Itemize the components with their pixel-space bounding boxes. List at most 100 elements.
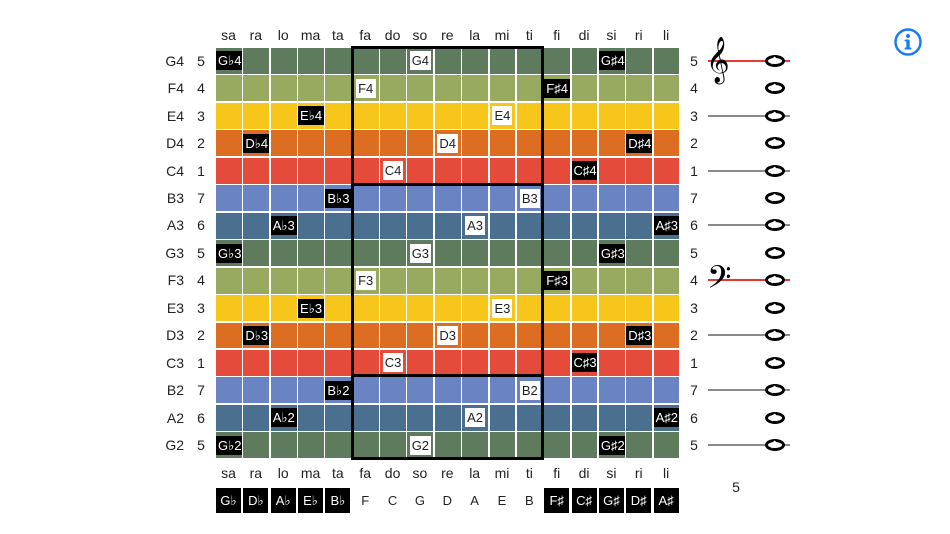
- grid-cell[interactable]: [625, 348, 654, 377]
- grid-cell[interactable]: [570, 129, 599, 158]
- grid-cell[interactable]: E♭3: [297, 294, 325, 322]
- grid-cell[interactable]: [652, 266, 681, 295]
- grid-cell[interactable]: [406, 74, 435, 103]
- grid-cell[interactable]: [461, 294, 489, 322]
- grid-cell[interactable]: [461, 156, 489, 185]
- grid-cell[interactable]: [543, 376, 572, 405]
- grid-cell[interactable]: [515, 266, 544, 295]
- grid-cell[interactable]: [570, 294, 599, 322]
- grid-cell[interactable]: [461, 348, 489, 377]
- grid-cell[interactable]: [597, 294, 626, 322]
- grid-cell[interactable]: [406, 156, 435, 185]
- grid-cell[interactable]: [652, 129, 681, 158]
- grid-cell[interactable]: [242, 156, 271, 185]
- key-natural-box[interactable]: B: [515, 487, 543, 514]
- grid-cell[interactable]: E4: [488, 101, 517, 130]
- key-natural-box[interactable]: G: [406, 487, 434, 514]
- grid-cell[interactable]: [406, 101, 435, 130]
- grid-cell[interactable]: [625, 101, 654, 130]
- grid-cell[interactable]: D♯4: [625, 129, 654, 158]
- grid-cell[interactable]: [406, 321, 435, 350]
- grid-cell[interactable]: [433, 376, 462, 405]
- grid-cell[interactable]: [515, 294, 544, 322]
- grid-cell[interactable]: [433, 211, 462, 240]
- grid-cell[interactable]: [351, 431, 380, 460]
- grid-cell[interactable]: [242, 266, 271, 295]
- grid-cell[interactable]: [515, 47, 544, 75]
- grid-cell[interactable]: [488, 129, 517, 158]
- grid-cell[interactable]: [406, 403, 435, 432]
- grid-cell[interactable]: [488, 184, 517, 213]
- grid-cell[interactable]: [324, 156, 353, 185]
- note-grid[interactable]: G♭4 G4 G♯4 F4 F♯4 E♭4 E4 D♭4 D4 D♯4 C4 C♯4 B♭3 B3 A♭3 A…: [215, 46, 681, 460]
- grid-cell[interactable]: C♯4: [570, 156, 599, 185]
- grid-cell[interactable]: [215, 129, 243, 158]
- grid-cell[interactable]: [324, 266, 353, 295]
- grid-cell[interactable]: [433, 74, 462, 103]
- grid-cell[interactable]: [543, 101, 572, 130]
- grid-cell[interactable]: [433, 239, 462, 268]
- grid-cell[interactable]: G♯3: [597, 239, 626, 268]
- grid-cell[interactable]: [488, 74, 517, 103]
- grid-cell[interactable]: [242, 294, 271, 322]
- key-natural-box[interactable]: A: [461, 487, 489, 514]
- grid-cell[interactable]: [297, 129, 325, 158]
- grid-cell[interactable]: [461, 129, 489, 158]
- grid-cell[interactable]: A2: [461, 403, 489, 432]
- key-accidental-box[interactable]: G♯: [597, 487, 625, 514]
- grid-cell[interactable]: [406, 376, 435, 405]
- grid-cell[interactable]: [570, 321, 599, 350]
- grid-cell[interactable]: [269, 184, 298, 213]
- grid-cell[interactable]: [652, 321, 681, 350]
- grid-cell[interactable]: [488, 348, 517, 377]
- grid-cell[interactable]: [351, 294, 380, 322]
- grid-cell[interactable]: [242, 348, 271, 377]
- grid-cell[interactable]: [324, 211, 353, 240]
- grid-cell[interactable]: [515, 129, 544, 158]
- grid-cell[interactable]: [379, 431, 407, 460]
- grid-cell[interactable]: [625, 376, 654, 405]
- grid-cell[interactable]: [570, 431, 599, 460]
- grid-cell[interactable]: [515, 74, 544, 103]
- grid-cell[interactable]: [324, 403, 353, 432]
- grid-cell[interactable]: [406, 348, 435, 377]
- key-accidental-box[interactable]: D♯: [625, 487, 653, 514]
- grid-cell[interactable]: [461, 431, 489, 460]
- grid-cell[interactable]: A♭3: [269, 211, 298, 240]
- grid-cell[interactable]: [351, 129, 380, 158]
- grid-cell[interactable]: [269, 101, 298, 130]
- grid-cell[interactable]: [597, 129, 626, 158]
- key-accidental-box[interactable]: C♯: [570, 487, 598, 514]
- grid-cell[interactable]: [461, 239, 489, 268]
- grid-cell[interactable]: [242, 239, 271, 268]
- grid-cell[interactable]: [269, 431, 298, 460]
- grid-cell[interactable]: [488, 156, 517, 185]
- grid-cell[interactable]: D♭4: [242, 129, 271, 158]
- grid-cell[interactable]: [215, 321, 243, 350]
- grid-cell[interactable]: [515, 101, 544, 130]
- grid-cell[interactable]: [351, 101, 380, 130]
- grid-cell[interactable]: [269, 376, 298, 405]
- grid-cell[interactable]: [297, 239, 325, 268]
- grid-cell[interactable]: [597, 376, 626, 405]
- grid-cell[interactable]: [379, 321, 407, 350]
- grid-cell[interactable]: G♯2: [597, 431, 626, 460]
- grid-cell[interactable]: [543, 47, 572, 75]
- grid-cell[interactable]: [543, 211, 572, 240]
- grid-cell[interactable]: [324, 101, 353, 130]
- grid-cell[interactable]: [379, 239, 407, 268]
- key-accidental-box[interactable]: A♯: [652, 487, 680, 514]
- grid-cell[interactable]: [269, 47, 298, 75]
- grid-cell[interactable]: [570, 184, 599, 213]
- grid-cell[interactable]: [597, 184, 626, 213]
- grid-cell[interactable]: B3: [515, 184, 544, 213]
- grid-cell[interactable]: [215, 294, 243, 322]
- grid-cell[interactable]: [652, 47, 681, 75]
- grid-cell[interactable]: E3: [488, 294, 517, 322]
- grid-cell[interactable]: [543, 431, 572, 460]
- grid-cell[interactable]: [515, 348, 544, 377]
- grid-cell[interactable]: [543, 321, 572, 350]
- grid-cell[interactable]: [488, 266, 517, 295]
- grid-cell[interactable]: [625, 239, 654, 268]
- grid-cell[interactable]: [269, 266, 298, 295]
